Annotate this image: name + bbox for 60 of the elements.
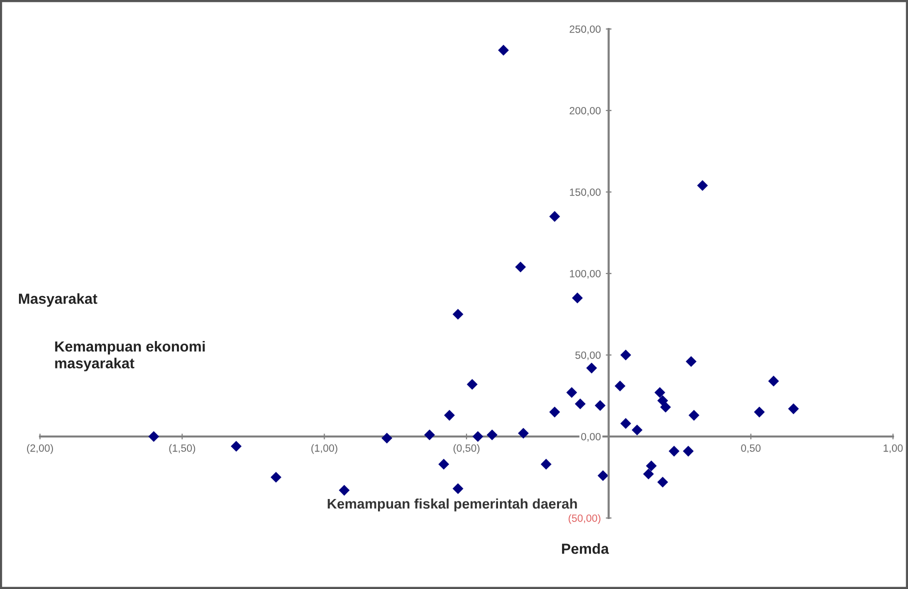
y-tick-label: (50,00)	[568, 514, 600, 524]
point	[566, 387, 577, 398]
point	[632, 424, 642, 436]
y-tick-label: 200,00	[570, 107, 601, 116]
point	[595, 400, 606, 411]
point	[754, 406, 764, 418]
point	[515, 262, 526, 272]
point	[586, 362, 597, 374]
point	[382, 433, 392, 444]
x-axis-title: Kemampuan fiskal pemerintah daerah	[328, 498, 577, 512]
y-tick-label: 50,00	[575, 352, 601, 360]
y-tick-label: 150,00	[570, 188, 601, 198]
y-tick-label: 100,00	[570, 270, 601, 279]
point	[438, 459, 449, 470]
x-tick-label: (2,00)	[27, 444, 53, 454]
point	[768, 376, 779, 386]
x-tick-label: 0,50	[741, 444, 761, 454]
point	[598, 470, 608, 481]
point	[550, 406, 560, 418]
point	[614, 380, 626, 392]
x-tick-label: 1,00	[884, 444, 903, 454]
point	[452, 484, 464, 494]
point	[620, 418, 631, 429]
point	[688, 410, 700, 420]
point	[686, 356, 696, 367]
point	[668, 446, 680, 456]
point	[643, 468, 654, 480]
x-tick-label: (1,50)	[169, 444, 196, 454]
y-tick-label: 0,00	[581, 433, 601, 442]
point	[444, 410, 455, 420]
point	[148, 431, 159, 442]
point	[654, 387, 665, 398]
point	[697, 180, 708, 191]
point	[518, 428, 528, 438]
point	[646, 460, 656, 471]
point	[550, 211, 560, 222]
point	[541, 459, 552, 470]
point	[270, 472, 282, 482]
text: Pemda	[562, 543, 610, 554]
point	[788, 404, 799, 414]
x-tick-label: (0,50)	[454, 444, 480, 454]
point	[339, 485, 350, 496]
point	[498, 45, 509, 56]
point	[660, 402, 671, 412]
x-tick-label: (1,00)	[311, 444, 338, 454]
point	[683, 446, 694, 456]
point	[467, 379, 478, 390]
point	[658, 396, 668, 406]
point	[575, 398, 586, 410]
point	[424, 430, 435, 440]
point	[452, 309, 464, 320]
point	[620, 350, 631, 360]
point	[572, 292, 583, 304]
y-axis-title: Kemampuan ekonomi masyarakat	[55, 340, 205, 372]
point	[658, 477, 668, 488]
annotation: Masyarakat	[18, 293, 98, 307]
point	[231, 441, 242, 452]
y-tick-label: 250,00	[570, 26, 601, 34]
point	[486, 430, 498, 440]
point	[472, 431, 483, 442]
